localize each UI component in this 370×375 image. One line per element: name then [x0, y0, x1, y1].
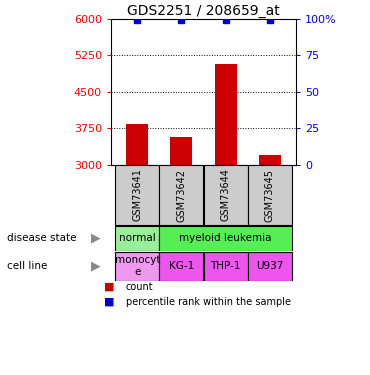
Text: U937: U937 [256, 261, 283, 271]
Text: ■: ■ [104, 282, 114, 292]
Bar [127, 123, 148, 165]
Text: myeloid leukemia: myeloid leukemia [179, 233, 272, 243]
Text: THP-1: THP-1 [210, 261, 241, 271]
Bar [159, 165, 204, 225]
Text: GSM73644: GSM73644 [221, 169, 231, 221]
Bar [248, 165, 292, 225]
Bar [159, 252, 204, 280]
Bar [215, 64, 236, 165]
Text: disease state: disease state [7, 233, 77, 243]
Bar [204, 165, 248, 225]
Text: GSM73642: GSM73642 [176, 168, 186, 222]
Text: monocyt
e: monocyt e [115, 255, 160, 277]
Text: cell line: cell line [7, 261, 48, 271]
Text: normal: normal [119, 233, 156, 243]
Bar [171, 137, 192, 165]
Bar [204, 252, 248, 280]
Text: KG-1: KG-1 [169, 261, 194, 271]
Bar [115, 252, 159, 280]
Text: GSM73641: GSM73641 [132, 169, 142, 221]
Bar [115, 225, 159, 251]
Bar [248, 252, 292, 280]
Text: percentile rank within the sample: percentile rank within the sample [126, 297, 291, 307]
Bar [159, 225, 292, 251]
Text: count: count [126, 282, 154, 292]
Bar [115, 165, 159, 225]
Text: ■: ■ [104, 297, 114, 307]
Text: ▶: ▶ [91, 232, 101, 244]
Text: ▶: ▶ [91, 260, 101, 273]
Bar [259, 155, 280, 165]
Title: GDS2251 / 208659_at: GDS2251 / 208659_at [127, 4, 280, 18]
Text: GSM73645: GSM73645 [265, 168, 275, 222]
